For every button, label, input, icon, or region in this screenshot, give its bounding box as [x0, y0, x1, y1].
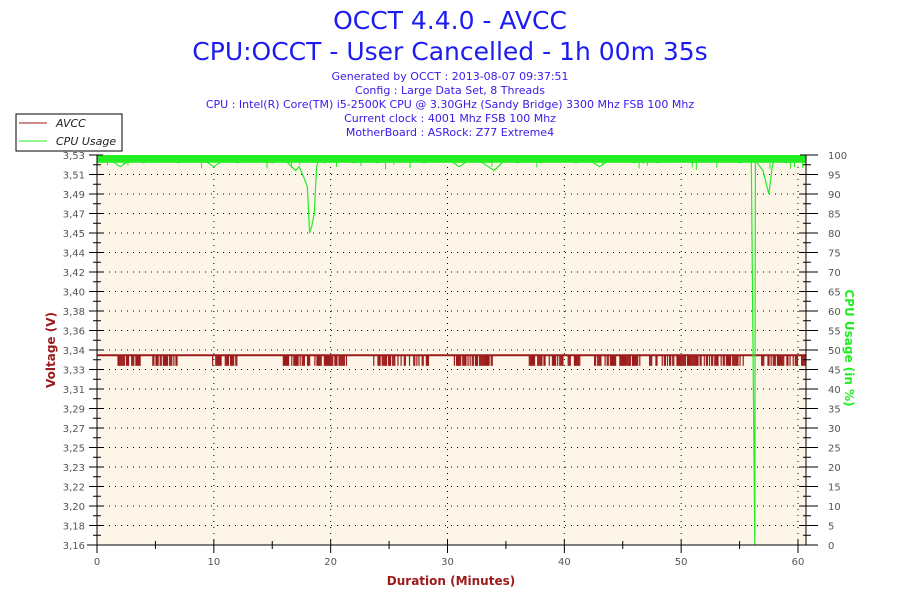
left-tick-label: 3,22: [63, 483, 85, 494]
right-tick-label: 70: [828, 268, 841, 279]
right-tick-label: 30: [828, 424, 841, 435]
x-tick-label: 20: [324, 557, 337, 568]
right-tick-label: 60: [828, 307, 841, 318]
chart-title: OCCT 4.4.0 - AVCC: [333, 6, 567, 35]
left-tick-label: 3,47: [63, 210, 85, 221]
left-tick-label: 3,45: [63, 229, 85, 240]
legend-box: [15, 113, 123, 152]
left-tick-label: 3,18: [63, 522, 85, 533]
legend-label-cpu: CPU Usage: [56, 135, 116, 148]
right-tick-label: 55: [828, 327, 841, 338]
left-tick-label: 3,33: [63, 366, 85, 377]
chart-subtitle: CPU:OCCT - User Cancelled - 1h 00m 35s: [192, 37, 707, 66]
right-tick-label: 40: [828, 385, 841, 396]
x-tick-label: 40: [558, 557, 571, 568]
cpu-usage-band: [97, 155, 806, 163]
left-tick-label: 3,27: [63, 424, 85, 435]
left-tick-label: 3,49: [63, 190, 85, 201]
left-tick-label: 3,20: [63, 502, 85, 513]
left-tick-label: 3,38: [63, 307, 85, 318]
left-tick-label: 3,53: [63, 151, 85, 162]
info-config: Config : Large Data Set, 8 Threads: [355, 84, 545, 97]
x-tick-label: 60: [792, 557, 805, 568]
left-tick-label: 3,44: [63, 249, 85, 260]
info-generated: Generated by OCCT : 2013-08-07 09:37:51: [331, 70, 568, 83]
info-clock: Current clock : 4001 Mhz FSB 100 Mhz: [344, 112, 556, 125]
x-tick-label: 30: [441, 557, 454, 568]
legend: AVCC CPU Usage: [15, 113, 123, 152]
right-tick-label: 90: [828, 190, 841, 201]
legend-label-avcc: AVCC: [55, 117, 86, 130]
right-tick-label: 100: [828, 151, 847, 162]
left-tick-label: 3,23: [63, 463, 85, 474]
right-tick-label: 5: [828, 522, 834, 533]
info-motherboard: MotherBoard : ASRock: Z77 Extreme4: [346, 126, 554, 139]
left-tick-label: 3,51: [63, 171, 85, 182]
right-tick-label: 20: [828, 463, 841, 474]
right-tick-label: 0: [828, 541, 834, 552]
left-tick-label: 3,34: [63, 346, 85, 357]
right-tick-label: 25: [828, 444, 841, 455]
info-cpu: CPU : Intel(R) Core(TM) i5-2500K CPU @ 3…: [206, 98, 694, 111]
right-tick-label: 95: [828, 171, 841, 182]
right-tick-label: 10: [828, 502, 841, 513]
left-tick-label: 3,42: [63, 268, 85, 279]
right-tick-label: 80: [828, 229, 841, 240]
right-tick-label: 15: [828, 483, 841, 494]
left-tick-label: 3,31: [63, 385, 85, 396]
left-tick-label: 3,40: [63, 288, 85, 299]
right-tick-label: 35: [828, 405, 841, 416]
right-tick-label: 45: [828, 366, 841, 377]
left-tick-label: 3,29: [63, 405, 85, 416]
x-tick-label: 0: [94, 557, 100, 568]
x-tick-label: 50: [675, 557, 688, 568]
right-tick-label: 85: [828, 210, 841, 221]
left-tick-label: 3,36: [63, 327, 85, 338]
y-axis-left-label: Voltage (V): [44, 312, 58, 388]
left-tick-label: 3,16: [63, 541, 85, 552]
right-tick-label: 65: [828, 288, 841, 299]
right-tick-label: 75: [828, 249, 841, 260]
y-axis-right-label: CPU Usage (in %): [842, 289, 856, 406]
left-tick-label: 3,25: [63, 444, 85, 455]
right-tick-label: 50: [828, 346, 841, 357]
x-axis-label: Duration (Minutes): [387, 574, 515, 588]
x-tick-label: 10: [207, 557, 220, 568]
